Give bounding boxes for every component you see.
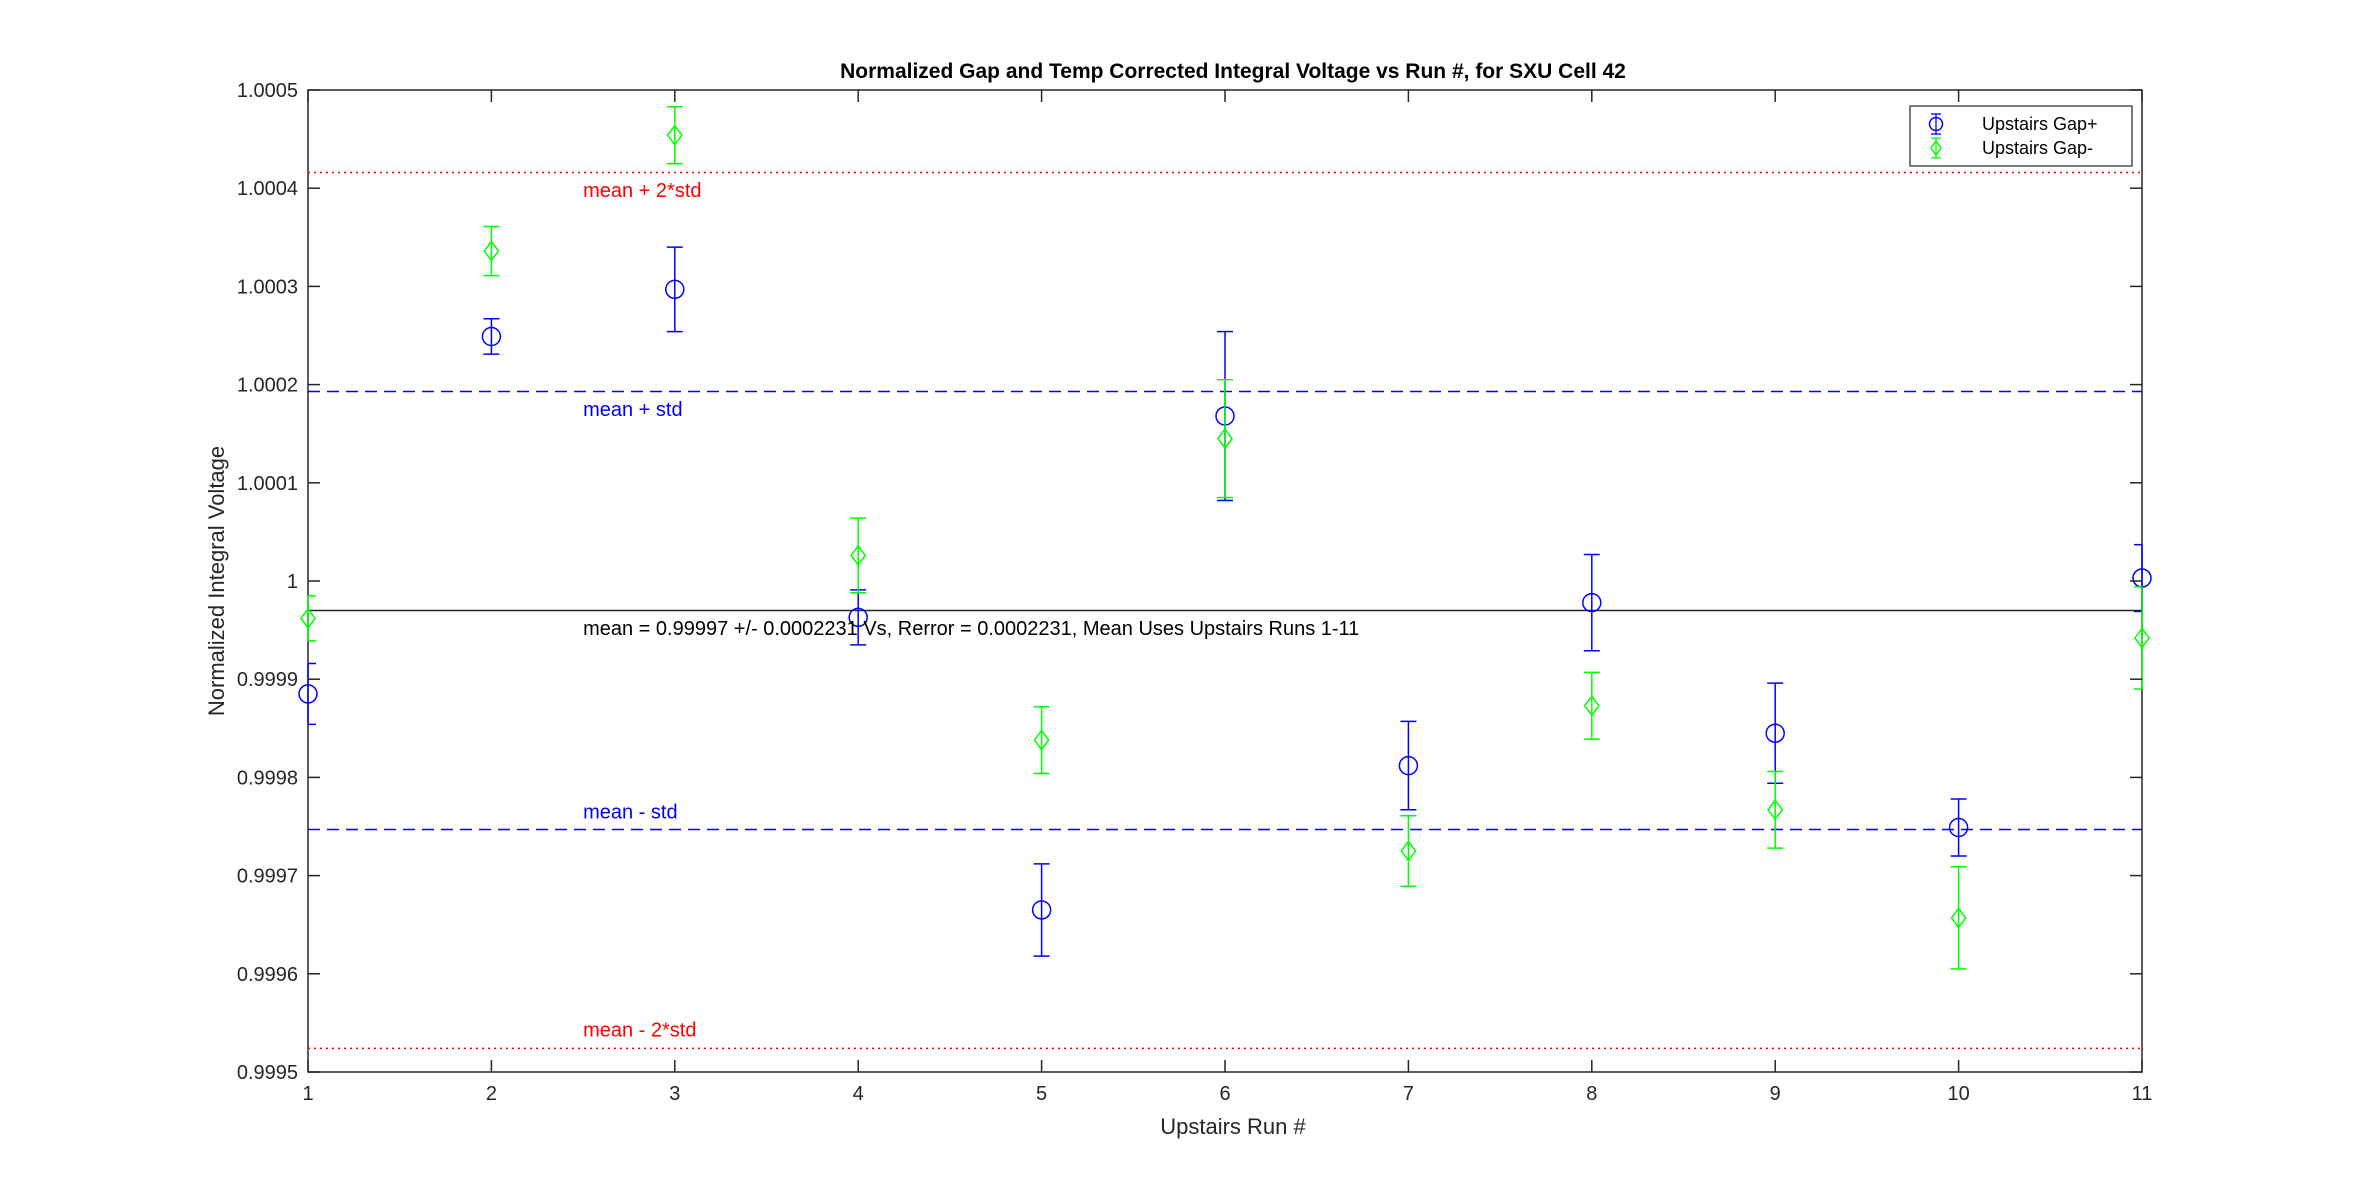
y-tick-label: 1.0005	[237, 80, 298, 102]
x-tick-label: 2	[486, 1083, 497, 1105]
annotation: mean + std	[583, 399, 683, 421]
x-tick-label: 10	[1947, 1083, 1969, 1105]
legend-marker-diamond	[1930, 139, 1942, 157]
x-tick-label: 6	[1219, 1083, 1230, 1105]
annotation: mean + 2*std	[583, 180, 701, 202]
x-tick-label: 11	[2132, 1083, 2153, 1105]
data-point	[481, 326, 502, 347]
data-point	[298, 684, 318, 704]
y-tick-label: 1.0001	[237, 473, 298, 495]
y-tick-label: 0.9999	[237, 669, 298, 691]
x-axis-label: Upstairs Run #	[1160, 1114, 1306, 1139]
y-tick-label: 0.9997	[237, 866, 298, 888]
y-tick-label: 0.9996	[237, 964, 298, 986]
annotation: mean - std	[583, 802, 677, 824]
legend-box	[1909, 105, 2133, 167]
axes-box	[307, 89, 2143, 1073]
y-tick-label: 0.9998	[237, 767, 298, 789]
data-point	[666, 124, 683, 146]
y-tick-label: 1	[287, 571, 298, 593]
data-point	[483, 240, 500, 262]
annotations: mean + 2*std mean + std mean = 0.99997 +/-…	[583, 180, 1359, 1042]
x-tick-label: 3	[669, 1083, 680, 1105]
series-layer	[298, 105, 2152, 970]
data-point	[1950, 907, 1967, 929]
series-gap-plus	[298, 246, 2152, 957]
legend-label: Upstairs Gap+	[1982, 114, 2098, 134]
y-tick-label: 0.9995	[237, 1062, 298, 1084]
data-point	[2133, 627, 2151, 649]
data-point	[1031, 900, 1052, 920]
x-axis: 1 2 3 4 5 6 7 8 9 10 11	[302, 90, 2152, 1105]
legend: Upstairs Gap+ Upstairs Gap-	[1909, 105, 2133, 167]
x-tick-label: 4	[853, 1083, 864, 1105]
y-tick-label: 1.0004	[237, 178, 298, 200]
data-point	[1583, 694, 1600, 717]
data-point	[1948, 817, 1969, 838]
x-tick-label: 7	[1403, 1083, 1414, 1105]
y-tick-label: 1.0002	[237, 375, 298, 397]
data-point	[850, 544, 867, 567]
legend-marker-circle	[1928, 116, 1944, 132]
data-point	[1765, 723, 1785, 743]
legend-label: Upstairs Gap-	[1982, 138, 2093, 158]
chart-title: Normalized Gap and Temp Corrected Integr…	[840, 60, 1626, 83]
data-point	[1033, 729, 1050, 751]
annotation: mean = 0.99997 +/- 0.0002231 Vs, Rerror …	[583, 618, 1359, 640]
x-tick-label: 1	[302, 1083, 313, 1105]
data-point	[1398, 755, 1419, 776]
data-point	[1767, 799, 1784, 821]
x-tick-label: 8	[1586, 1083, 1597, 1105]
data-point	[1216, 427, 1234, 450]
series-gap-minus	[299, 105, 2151, 970]
data-point	[299, 607, 317, 630]
x-tick-label: 5	[1036, 1083, 1047, 1105]
y-tick-label: 1.0003	[237, 276, 298, 298]
data-point	[1582, 592, 1602, 613]
data-point	[1400, 840, 1417, 862]
data-point	[848, 607, 868, 628]
x-tick-label: 9	[1770, 1083, 1781, 1105]
y-axis: 0.9995 0.9996 0.9997 0.9998 0.9999 1 1.0001 1.0…	[237, 80, 2142, 1084]
y-axis-label: Normalized Integral Voltage	[204, 446, 229, 716]
data-point	[665, 279, 685, 300]
annotation: mean - 2*std	[583, 1020, 696, 1042]
